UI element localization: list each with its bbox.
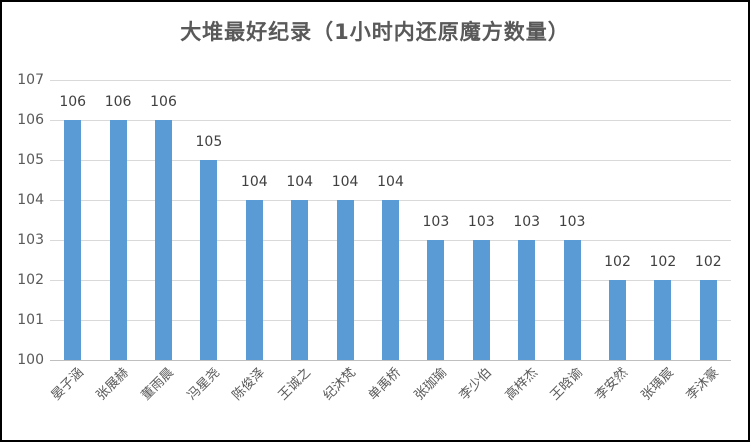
bar-value-label: 102 [649, 254, 677, 270]
x-axis-category-label: 纪沐梵 [320, 365, 360, 404]
bar-晏子涵 [64, 120, 82, 360]
y-gridline [50, 120, 731, 121]
x-axis-category-label: 晏子涵 [48, 365, 87, 404]
bar-纪沐梵 [336, 200, 354, 360]
bar-陈俊泽 [245, 200, 263, 360]
bar-单禹桥 [382, 200, 399, 360]
bar-value-label: 104 [331, 174, 359, 190]
y-axis-tick-label: 100 [17, 352, 44, 368]
bar-value-label: 103 [513, 214, 541, 230]
bar-value-label: 102 [694, 254, 722, 270]
y-axis-tick-label: 102 [17, 272, 44, 288]
x-axis-category-label: 张展赫 [93, 365, 133, 404]
bar-王晗谕 [563, 240, 581, 360]
chart-title: 大堆最好纪录（1小时内还原魔方数量） [180, 20, 570, 44]
y-axis-tick-label: 107 [17, 72, 44, 88]
bar-董雨晨 [155, 120, 172, 360]
x-axis-category-label: 董雨晨 [139, 365, 178, 404]
bar-value-label: 104 [377, 174, 404, 190]
bar-value-label: 106 [59, 94, 87, 110]
bar-value-label: 106 [104, 94, 132, 110]
bar-value-label: 106 [150, 94, 177, 110]
bar-王诚之 [291, 200, 309, 360]
y-axis-tick-label: 105 [17, 152, 44, 168]
x-axis-category-label: 冯星尧 [184, 365, 223, 404]
bar-高梓杰 [518, 240, 536, 360]
bar-李少伯 [472, 240, 490, 360]
bar-value-label: 103 [422, 214, 450, 230]
bar-李沐豪 [699, 280, 717, 360]
x-axis-category-label: 李安然 [593, 365, 632, 404]
bar-value-label: 102 [604, 254, 631, 270]
bar-value-label: 104 [240, 174, 268, 190]
x-axis-category-label: 高梓杰 [502, 365, 541, 404]
x-axis-line [50, 360, 731, 361]
y-gridline [50, 160, 731, 161]
bar-张瑀宸 [654, 280, 672, 360]
x-axis-category-label: 张瑀宸 [638, 365, 677, 404]
x-axis-category-label: 单禹桥 [366, 365, 405, 404]
bar-value-label: 105 [195, 134, 223, 150]
x-axis-category-label: 李少伯 [457, 365, 496, 404]
y-axis-tick-label: 106 [17, 112, 44, 128]
x-axis-category-label: 李沐豪 [684, 365, 723, 404]
x-axis-category-label: 王诚之 [275, 365, 314, 404]
bar-value-label: 104 [286, 174, 314, 190]
y-axis-tick-label: 104 [17, 192, 44, 208]
x-axis-category-label: 陈俊泽 [230, 365, 269, 404]
bar-value-label: 103 [558, 214, 586, 230]
x-axis-category-label: 张珈瑜 [411, 365, 450, 404]
bar-张珈瑜 [427, 240, 445, 360]
y-gridline [50, 80, 731, 81]
y-axis-tick-label: 101 [17, 312, 44, 328]
x-axis-category-label: 王晗谕 [547, 365, 587, 404]
bar-张展赫 [109, 120, 127, 360]
bar-冯星尧 [200, 160, 218, 360]
bar-李安然 [609, 280, 626, 360]
bar-value-label: 103 [467, 214, 495, 230]
y-axis-tick-label: 103 [17, 232, 44, 248]
